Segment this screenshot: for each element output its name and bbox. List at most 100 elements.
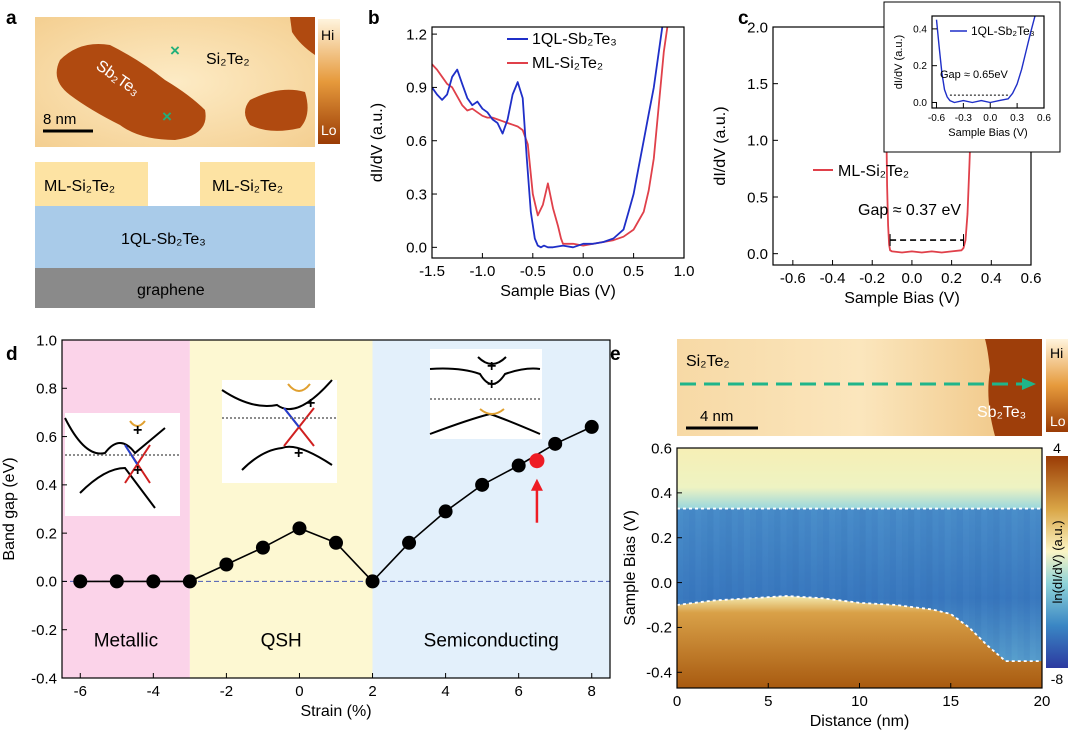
panel-e-texture-stripe [853,508,860,688]
panel-c-chart: c -0.6 -0.4 -0.2 0.0 0.2 0.4 0.6 0.0 0.5 1.0 1.5 2.0… [712,1,1061,307]
panel-e-texture-stripe [938,508,945,688]
panel-e-ytick-label: 0.0 [651,575,672,592]
panel-e-xtick-label: 10 [851,693,868,710]
panel-d-orbital [287,383,311,392]
panel-b-ytick-label: 0.3 [406,186,427,203]
cross-marker-si2te2: × [170,41,180,60]
panel-e-texture-stripe [1017,508,1024,688]
panel-c-xlabel: Sample Bias (V) [844,290,960,307]
panel-d-band-inset-bg [222,380,337,483]
scale-bar-e-label: 4 nm [700,408,733,425]
panel-d-letter: d [6,344,18,365]
panel-d-data-point [255,540,270,555]
panel-d-plus-sign: + [133,462,142,479]
panel-e-texture-stripe [695,508,702,688]
panel-c-xtick-label: 0.6 [1021,270,1042,287]
panel-c-xtick-label: 0.0 [901,270,922,287]
panel-b-ytick-label: 0.0 [406,240,427,257]
panel-d-xtick-label: 0 [295,683,303,700]
panel-c-xtick-label: -0.2 [859,270,885,287]
panel-c-ytick-label: 0.0 [747,246,768,263]
panel-d-band-inset-bg [430,349,542,439]
panel-d-data-point [548,436,563,451]
panel-c-inset-xtick-label: 0.0 [983,113,997,124]
dark-blob-top [290,17,315,55]
panel-d-region-label: Metallic [94,631,158,652]
panel-d-band-curve [221,379,333,410]
panel-d-data-point [109,574,124,589]
panel-d-data-point [292,521,307,536]
panel-c-ytick-label: 1.5 [747,76,768,93]
panel-e-xlabel: Distance (nm) [810,713,910,730]
panel-a-letter: a [6,8,17,29]
panel-d-dirac-cross [124,444,138,465]
panel-d-plus-sign: + [294,445,303,462]
layer-middle-label: 1QL-Sb₂Te₃ [121,231,206,248]
layer-left-label: ML-Si₂Te₂ [44,178,115,195]
panel-c-inset-series [935,16,1036,104]
panel-c-xtick-label: 0.4 [981,270,1002,287]
panel-d-xtick-label: 8 [588,683,596,700]
panel-e-texture-stripe [969,508,976,688]
panel-e-ylabel: Sample Bias (V) [622,510,639,626]
panel-e-ytick-label: -0.2 [646,620,672,637]
panel-e-image: e Si₂Te₂ Sb₂Te₃ 4 nm Hi Lo [610,339,1068,436]
panel-e-ytick-label: 0.4 [651,485,672,502]
panel-e-texture-stripe [896,508,903,688]
panel-d-ytick-label: -0.4 [31,670,57,687]
panel-e-texture-stripe [956,508,963,688]
panel-b-xtick-label: 0.0 [573,263,594,280]
panel-c-xtick-label: -0.4 [820,270,846,287]
panel-b-xtick-label: 1.0 [674,263,695,280]
panel-d-ytick-label: 0.8 [36,381,57,398]
panel-d-ytick-label: 0.4 [36,477,57,494]
colorbar-a-lo: Lo [321,122,337,138]
panel-e-texture-stripe [1023,508,1030,688]
panel-b-legend-label: ML-Si₂Te₂ [532,55,603,72]
panel-b-series-si2te2 [432,27,669,247]
panel-e-ytick-label: 0.6 [651,440,672,457]
panel-e-xtick-label: 0 [673,693,681,710]
panel-c-gap-annotation: Gap ≈ 0.37 eV [858,202,961,219]
panel-c-inset-xlabel: Sample Bias (V) [948,127,1027,139]
panel-e-chart: 0 5 10 15 20 -0.4 -0.2 0.0 0.2 0.4 0.6 Distance (nm… [622,440,1068,730]
panel-d-band-inset: ++ [429,349,542,439]
layer-1ql-sb2te3 [35,206,315,268]
layer-graphene [35,268,315,308]
panel-e-ytick-label: -0.4 [646,665,672,682]
panel-c-inset-xtick-label: -0.3 [955,113,973,124]
panel-c-inset-xtick-label: 0.6 [1037,113,1051,124]
panel-e-letter: e [610,344,621,365]
panel-e-texture-stripe [944,508,951,688]
panel-e-texture-stripe [847,508,854,688]
panel-e-xtick-label: 5 [764,693,772,710]
panel-d-xtick-label: 4 [441,683,449,700]
panel-d-xtick-label: -2 [220,683,233,700]
panel-e-ytick-label: 0.2 [651,530,672,547]
panel-b-xtick-label: 0.5 [623,263,644,280]
panel-b-series-sb2te3 [432,27,664,249]
panel-e-texture-stripe [962,508,969,688]
panel-e-texture-stripe [835,508,842,688]
cross-marker-sb2te3: × [162,107,172,126]
panel-d-band-inset: ++ [221,379,337,483]
panel-b-xtick-label: -1.5 [419,263,445,280]
panel-c-plot-area [884,27,977,254]
panel-e-texture-stripe [1005,508,1012,688]
panel-c-letter: c [738,8,749,29]
panel-e-texture-stripe [999,508,1006,688]
panel-c-ylabel: dI/dV (a.u.) [712,106,729,185]
panel-c-inset-plot-area [935,16,1036,104]
panel-d-ytick-label: 0.2 [36,525,57,542]
panel-e-texture-stripe [829,508,836,688]
panel-d-plus-sign: + [133,422,142,439]
panel-d-xtick-label: -4 [147,683,160,700]
panel-e-colorbar [1046,456,1068,668]
panel-e-texture-stripe [877,508,884,688]
panel-d-band-curve [64,417,166,455]
layer-bottom-label: graphene [137,282,205,299]
colorbar-a [318,19,340,144]
panel-c-inset-xtick-label: -0.6 [928,113,946,124]
colorbar-a-hi: Hi [321,27,334,43]
